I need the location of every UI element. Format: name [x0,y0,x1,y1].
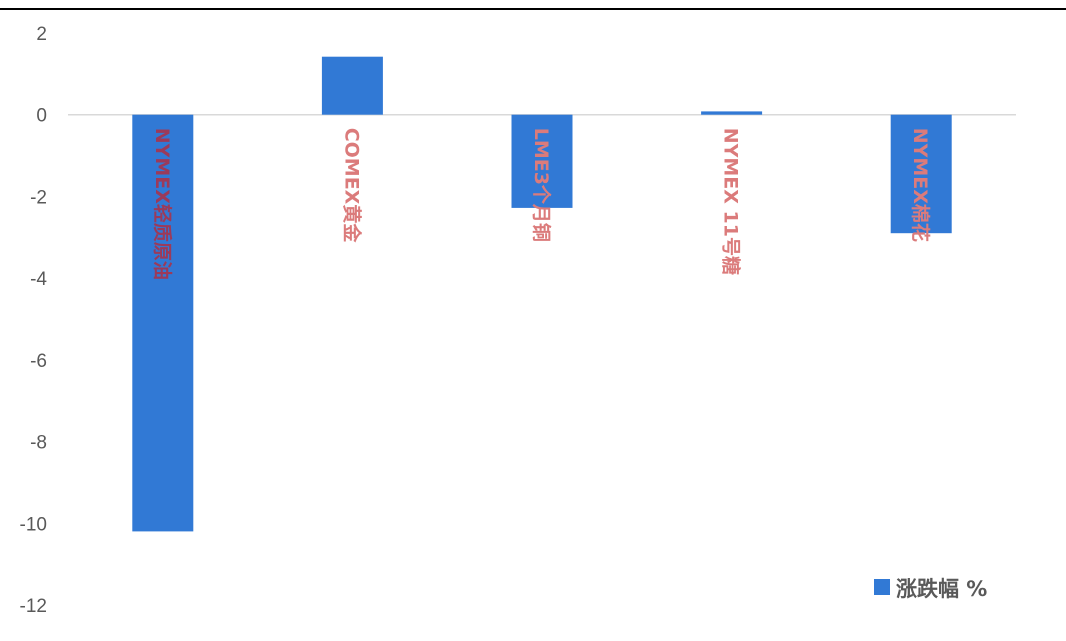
y-tick-label: 2 [36,24,47,45]
y-tick-label: -4 [30,269,47,290]
category-label: NYMEX棉花 [909,128,932,242]
category-label: LME3个月铜 [530,128,553,242]
bar [701,111,763,115]
y-tick-label: -10 [20,514,47,535]
category-label: COMEX黄金 [340,128,363,244]
legend-swatch [874,579,890,595]
category-label: NYMEX轻质原油 [151,128,174,280]
legend: 涨跌幅 % [874,577,987,601]
y-axis-ticks: 2 0 -2 -4 -6 -8 -10 -12 [20,24,48,617]
y-tick-label: 0 [36,106,47,127]
y-tick-label: -8 [30,433,47,454]
bar [511,114,573,208]
category-labels: NYMEX轻质原油 COMEX黄金 LME3个月铜 NYMEX 11号糖 NYMEX棉花 [151,128,932,280]
bar [132,114,194,532]
legend-label: 涨跌幅 % [896,577,987,601]
y-tick-label: -6 [30,351,47,372]
category-label: NYMEX 11号糖 [720,128,743,275]
y-tick-label: -12 [20,596,47,617]
bar [321,56,383,115]
y-tick-label: -2 [30,187,47,208]
bar [890,114,952,234]
bars-group [132,56,952,532]
